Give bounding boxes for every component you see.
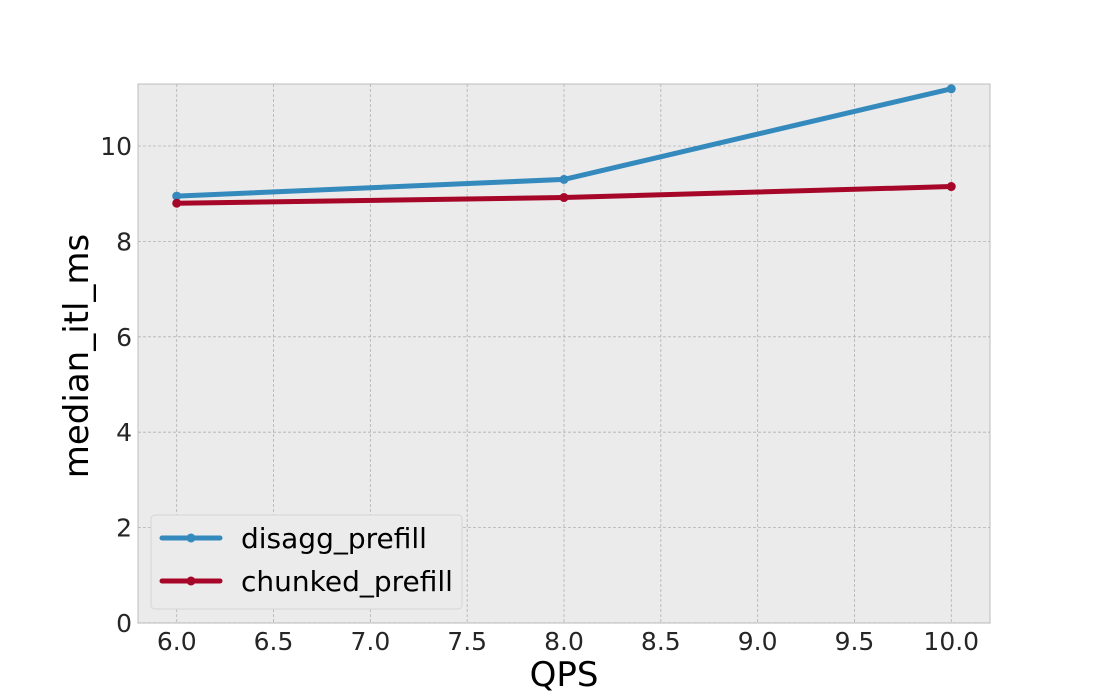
x-tick-label: 10.0: [923, 627, 979, 656]
data-point-chunked_prefill: [946, 182, 956, 192]
x-tick-label: 6.5: [254, 627, 294, 656]
legend-marker-chunked_prefill: [186, 576, 196, 586]
legend-box: [150, 514, 463, 610]
x-tick-label: 9.0: [738, 627, 778, 656]
data-point-disagg_prefill: [559, 174, 569, 184]
y-tick-label: 2: [116, 514, 132, 543]
legend-marker-disagg_prefill: [186, 533, 196, 543]
y-tick-label: 10: [100, 132, 132, 161]
x-tick-label: 7.0: [350, 627, 390, 656]
legend-label-disagg_prefill: disagg_prefill: [241, 522, 427, 555]
y-axis-title: median_itl_ms: [57, 234, 97, 479]
legend: disagg_prefill chunked_prefill: [150, 514, 463, 610]
data-point-chunked_prefill: [172, 198, 182, 208]
y-tick-label: 8: [116, 227, 132, 256]
tick-labels: 6.0 6.5 7.0 7.5 8.0 8.5 9.0 9.5 10.0 0 2 4 6 8 10: [100, 132, 979, 656]
x-axis-title: QPS: [530, 655, 599, 695]
x-tick-label: 6.0: [157, 627, 197, 656]
series-lines: [172, 84, 956, 208]
y-tick-label: 0: [116, 609, 132, 638]
y-tick-label: 6: [116, 323, 132, 352]
x-tick-label: 7.5: [447, 627, 487, 656]
legend-label-chunked_prefill: chunked_prefill: [241, 565, 453, 598]
x-tick-label: 8.5: [641, 627, 681, 656]
x-tick-label: 8.0: [544, 627, 584, 656]
data-point-chunked_prefill: [559, 193, 569, 203]
y-tick-label: 4: [116, 418, 132, 447]
x-tick-label: 9.5: [835, 627, 875, 656]
data-point-disagg_prefill: [946, 84, 956, 94]
data-point-disagg_prefill: [172, 191, 182, 201]
